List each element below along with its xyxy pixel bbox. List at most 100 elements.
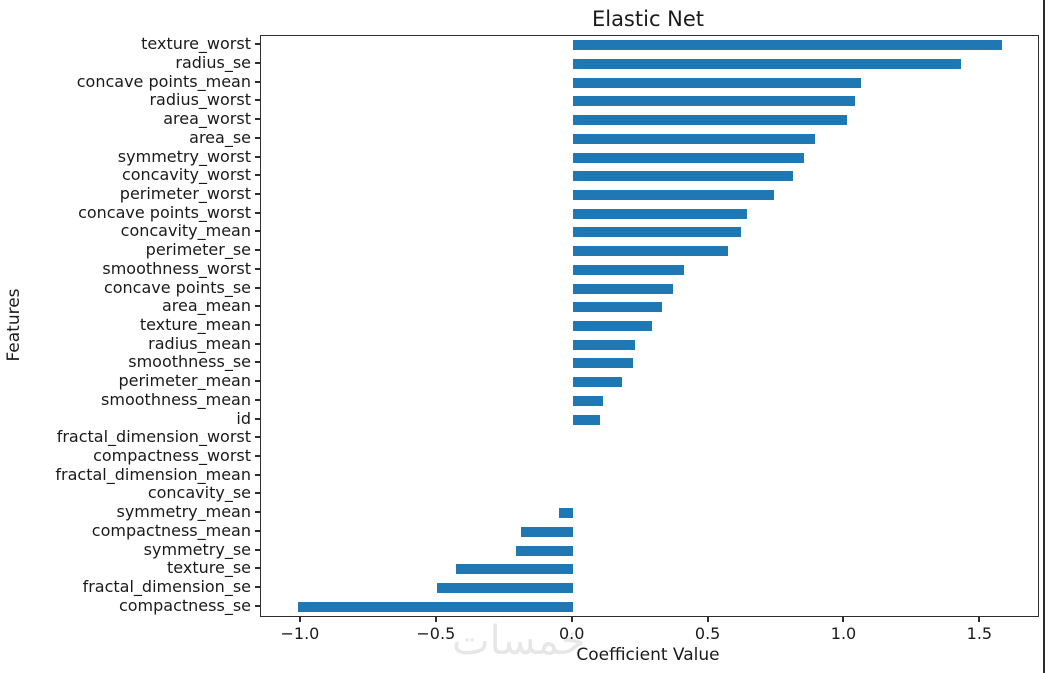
bar-concavity-worst: [572, 171, 793, 182]
y-tick-label: radius_worst: [149, 90, 251, 110]
x-tick-mark: [434, 617, 437, 622]
y-tick-mark: [255, 118, 260, 121]
bar-radius-worst: [572, 96, 856, 107]
y-tick-mark: [255, 305, 260, 308]
bar-concave-points-worst: [572, 208, 747, 219]
y-tick-mark: [255, 136, 260, 139]
y-tick-label: texture_se: [167, 558, 251, 578]
y-tick-mark: [255, 174, 260, 177]
bar-texture-worst: [572, 40, 1003, 51]
x-tick-mark: [706, 617, 709, 622]
x-tick-mark: [570, 617, 573, 622]
bar-concave-points-se: [572, 283, 674, 294]
x-tick-label: 0.5: [694, 624, 721, 643]
y-tick-label: radius_se: [175, 53, 251, 73]
x-tick-label: −0.5: [416, 624, 456, 643]
bar-compactness-mean: [521, 526, 573, 537]
bar-concavity-mean: [572, 227, 742, 238]
y-tick-label: id: [236, 408, 251, 428]
x-tick-mark: [298, 617, 301, 622]
x-tick-label: −1.0: [280, 624, 320, 643]
bar-fractal-dimension-se: [436, 582, 573, 593]
y-tick-label: radius_mean: [148, 333, 251, 353]
y-tick-label: fractal_dimension_mean: [55, 464, 251, 484]
y-tick-label: concave points_worst: [78, 202, 251, 222]
y-tick-mark: [255, 492, 260, 495]
y-tick-mark: [255, 398, 260, 401]
y-tick-mark: [255, 62, 260, 65]
y-tick-label: area_se: [189, 127, 251, 147]
bar-perimeter-mean: [572, 377, 622, 388]
x-axis-label: Coefficient Value: [576, 645, 720, 665]
y-tick-label: perimeter_mean: [118, 371, 251, 391]
y-tick-mark: [255, 99, 260, 102]
y-tick-label: concavity_worst: [121, 165, 251, 185]
y-tick-mark: [255, 604, 260, 607]
bar-radius-se: [572, 59, 962, 70]
y-tick-label: concave points_se: [103, 277, 251, 297]
y-tick-mark: [255, 211, 260, 214]
y-tick-mark: [255, 249, 260, 252]
y-tick-mark: [255, 361, 260, 364]
y-tick-mark: [255, 342, 260, 345]
bar-texture-mean: [572, 321, 652, 331]
y-tick-label: texture_worst: [141, 34, 251, 54]
bar-texture-se: [455, 564, 573, 575]
y-tick-mark: [255, 585, 260, 588]
y-tick-label: compactness_mean: [91, 520, 251, 540]
y-tick-mark: [255, 80, 260, 83]
y-tick-mark: [255, 267, 260, 270]
y-tick-label: symmetry_mean: [116, 502, 251, 522]
bar-concave-points-mean: [572, 77, 861, 88]
y-tick-mark: [255, 529, 260, 532]
y-tick-mark: [255, 436, 260, 439]
bar-area-worst: [572, 115, 848, 126]
y-tick-mark: [255, 511, 260, 514]
y-tick-mark: [255, 548, 260, 551]
bar-perimeter-se: [572, 246, 728, 257]
bar-compactness-se: [298, 601, 573, 612]
y-tick-label: texture_mean: [139, 315, 251, 334]
bar-symmetry-worst: [572, 152, 804, 163]
chart-title: Elastic Net: [591, 7, 705, 31]
y-tick-label: concavity_se: [147, 483, 251, 503]
bar-id: [572, 414, 600, 425]
bar-symmetry-se: [515, 545, 573, 556]
y-tick-mark: [255, 473, 260, 476]
y-tick-mark: [255, 193, 260, 196]
y-tick-label: compactness_se: [118, 595, 251, 615]
y-tick-mark: [255, 380, 260, 383]
y-tick-label: smoothness_mean: [101, 389, 251, 409]
y-tick-mark: [255, 417, 260, 420]
y-tick-label: area_mean: [161, 296, 251, 316]
y-tick-label: smoothness_se: [128, 352, 251, 372]
bar-symmetry-mean: [559, 508, 573, 519]
y-tick-label: perimeter_se: [145, 240, 251, 260]
y-tick-label: area_worst: [163, 109, 251, 129]
bar-area-mean: [572, 302, 663, 313]
y-tick-label: fractal_dimension_worst: [56, 427, 251, 447]
screenshot-edge-line: [1043, 0, 1045, 673]
y-tick-label: concavity_mean: [120, 221, 251, 241]
y-tick-mark: [255, 230, 260, 233]
y-tick-mark: [255, 567, 260, 570]
bar-smoothness-worst: [572, 264, 685, 275]
y-tick-label: smoothness_worst: [102, 258, 251, 278]
y-tick-mark: [255, 324, 260, 326]
y-tick-label: fractal_dimension_se: [82, 576, 251, 596]
y-tick-mark: [255, 43, 260, 46]
plot-area: [260, 35, 1039, 617]
y-tick-label: perimeter_worst: [119, 184, 251, 204]
bar-perimeter-worst: [572, 190, 774, 201]
y-tick-label: symmetry_se: [143, 539, 251, 559]
y-tick-mark: [255, 454, 260, 457]
y-tick-label: compactness_worst: [93, 445, 251, 465]
bar-smoothness-mean: [572, 395, 603, 406]
bar-area-se: [572, 133, 815, 144]
bar-smoothness-se: [572, 358, 633, 369]
x-tick-label: 1.5: [966, 624, 993, 643]
x-tick-label: 1.0: [830, 624, 857, 643]
x-tick-mark: [978, 617, 981, 622]
x-tick-label: 0.0: [558, 624, 585, 643]
